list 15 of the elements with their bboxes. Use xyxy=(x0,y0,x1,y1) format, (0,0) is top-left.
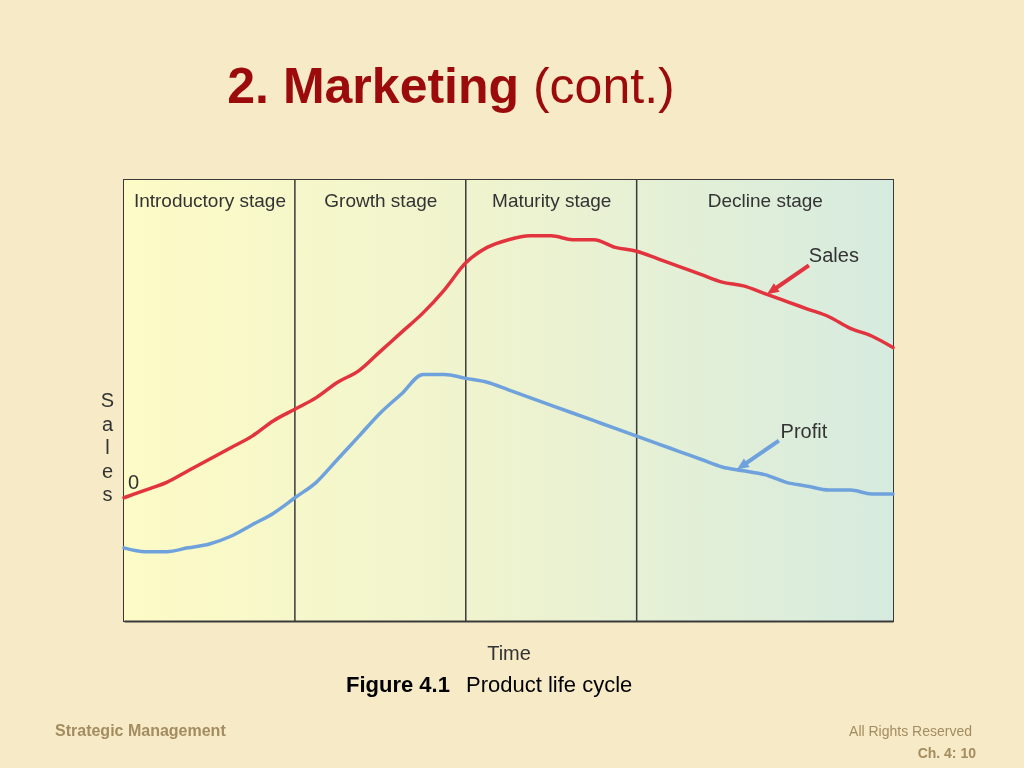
x-tick-label: Maturity stage xyxy=(492,189,612,211)
chart-title: 2. Marketing (cont.) xyxy=(227,58,675,114)
text: Ch. 4: 10 xyxy=(917,745,976,762)
text: Product life cycle xyxy=(466,672,633,699)
y-axis-title: Sales xyxy=(100,389,115,505)
x-tick-label: Growth stage xyxy=(324,189,438,211)
x-tick-label: Introductory stage xyxy=(133,189,286,211)
caption: Figure 4.1 xyxy=(346,672,450,699)
annotation: 0 xyxy=(128,470,140,493)
x-axis-title: Time xyxy=(487,641,531,664)
text: Strategic Management xyxy=(55,721,226,741)
text: Sales xyxy=(808,244,859,267)
text: All Rights Reserved xyxy=(849,723,972,740)
series-label: Profit xyxy=(780,419,828,442)
x-tick-label: Decline stage xyxy=(707,189,823,211)
